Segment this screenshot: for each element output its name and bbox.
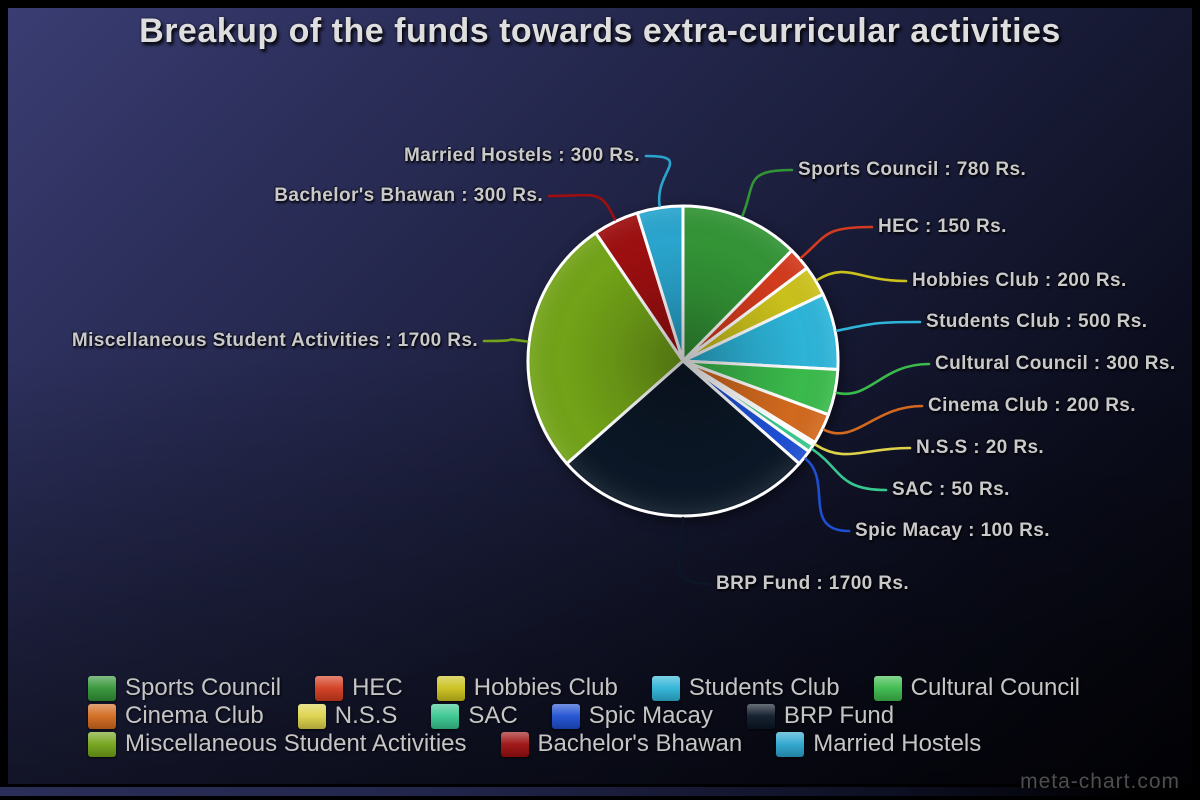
legend-swatch-icon (88, 703, 116, 729)
legend-swatch-icon (88, 675, 116, 701)
callout-leader-brp-fund (677, 516, 712, 586)
legend-item-cinema-club: Cinema Club (88, 702, 264, 730)
pie-callout-hec: HEC : 150 Rs. (878, 216, 1007, 237)
legend-swatch-icon (746, 703, 775, 729)
legend-item-n-s-s: N.S.S (297, 702, 398, 730)
callout-leader-cultural-council (835, 362, 931, 396)
legend-swatch-icon (88, 731, 116, 757)
legend-label: N.S.S (334, 702, 398, 729)
chart-legend: Sports Council HEC Hobbies Club Students Cl… (88, 674, 1148, 758)
legend-label: Students Club (688, 674, 840, 701)
legend-swatch-icon (315, 675, 344, 701)
pie-callout-married-hostels: Married Hostels : 300 Rs. (404, 145, 640, 166)
legend-item-miscellaneous-student-activities: Miscellaneous Student Activities (88, 730, 467, 758)
callout-leader-miscellaneous-student-activities (482, 338, 529, 343)
legend-swatch-icon (873, 675, 902, 701)
callout-leader-cinema-club (822, 404, 924, 435)
legend-item-hobbies-club: Hobbies Club (436, 674, 618, 702)
pie-callout-brp-fund: BRP Fund : 1700 Rs. (716, 573, 910, 594)
legend-swatch-icon (500, 731, 529, 757)
legend-swatch-icon (551, 703, 580, 729)
legend-label: Miscellaneous Student Activities (125, 730, 467, 757)
legend-swatch-icon (297, 703, 326, 729)
legend-item-students-club: Students Club (651, 674, 840, 702)
pie-callout-sac: SAC : 50 Rs. (892, 479, 1010, 500)
pie-callout-spic-macay: Spic Macay : 100 Rs. (855, 520, 1050, 541)
legend-label: Cinema Club (125, 702, 264, 729)
callout-leader-sports-council (741, 168, 794, 217)
legend-item-sports-council: Sports Council (88, 674, 281, 702)
pie-callout-miscellaneous-student-activities: Miscellaneous Student Activities : 1700 … (71, 330, 478, 351)
legend-label: Married Hostels (813, 730, 982, 757)
legend-item-hec: HEC (315, 674, 403, 702)
pie-callout-bachelor-s-bhawan: Bachelor's Bhawan : 300 Rs. (274, 185, 543, 206)
callout-leader-students-club (835, 320, 922, 332)
callout-leader-hec (799, 225, 874, 259)
pie-callout-n-s-s: N.S.S : 20 Rs. (916, 437, 1045, 458)
callout-leader-n-s-s (814, 443, 912, 456)
legend-label: BRP Fund (783, 702, 895, 729)
callout-leader-married-hostels (644, 154, 672, 208)
legend-label: Cultural Council (910, 674, 1081, 701)
legend-item-married-hostels: Married Hostels (776, 730, 981, 758)
legend-item-bachelor-s-bhawan: Bachelor's Bhawan (500, 730, 743, 758)
legend-swatch-icon (651, 675, 680, 701)
pie-slices (526, 204, 840, 518)
chart-title: Breakup of the funds towards extra-curri… (139, 12, 1061, 50)
legend-swatch-icon (431, 703, 460, 729)
pie-callout-cinema-club: Cinema Club : 200 Rs. (928, 395, 1136, 416)
legend-label: Bachelor's Bhawan (537, 730, 743, 757)
callout-leader-bachelor-s-bhawan (547, 193, 617, 221)
legend-label: HEC (352, 674, 403, 701)
bottom-gradient-strip (0, 787, 1200, 796)
legend-row: Cinema Club N.S.S SAC Spic Macay BRP Fund (88, 702, 1148, 730)
legend-item-cultural-council: Cultural Council (873, 674, 1081, 702)
legend-swatch-icon (776, 731, 805, 757)
pie-callout-sports-council: Sports Council : 780 Rs. (798, 159, 1027, 180)
legend-item-spic-macay: Spic Macay (551, 702, 713, 730)
legend-swatch-icon (436, 675, 465, 701)
pie-callout-students-club: Students Club : 500 Rs. (926, 311, 1148, 332)
legend-label: Sports Council (125, 674, 282, 701)
legend-row: Miscellaneous Student Activities Bachelor… (88, 730, 1148, 758)
legend-label: Hobbies Club (473, 674, 618, 701)
callout-leader-lines (482, 154, 931, 586)
legend-label: Spic Macay (588, 702, 713, 729)
pie-callout-cultural-council: Cultural Council : 300 Rs. (935, 353, 1176, 374)
legend-item-brp-fund: BRP Fund (746, 702, 895, 730)
legend-row: Sports Council HEC Hobbies Club Students Cl… (88, 674, 1148, 702)
callout-leader-hobbies-club (816, 270, 908, 283)
callout-leader-spic-macay (804, 457, 851, 533)
legend-label: SAC (468, 702, 518, 729)
watermark: meta-chart.com (1020, 770, 1180, 793)
legend-item-sac: SAC (431, 702, 518, 730)
callout-leader-sac (811, 448, 888, 492)
pie-callout-hobbies-club: Hobbies Club : 200 Rs. (912, 270, 1127, 291)
